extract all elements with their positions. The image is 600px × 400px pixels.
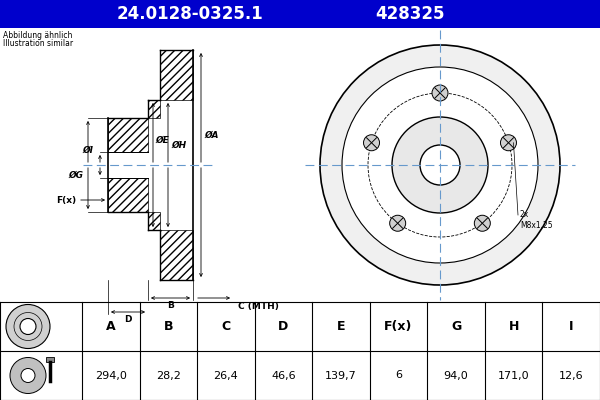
Text: ØA: ØA xyxy=(204,130,218,140)
FancyBboxPatch shape xyxy=(46,356,54,362)
Text: ØH: ØH xyxy=(171,140,186,150)
Circle shape xyxy=(21,368,35,382)
Text: 428325: 428325 xyxy=(375,5,445,23)
Text: G: G xyxy=(451,320,461,333)
Circle shape xyxy=(10,358,46,394)
Circle shape xyxy=(389,215,406,231)
Text: ØE: ØE xyxy=(155,136,169,144)
Text: ØI: ØI xyxy=(83,146,94,154)
Text: 12,6: 12,6 xyxy=(559,370,584,380)
Text: B: B xyxy=(164,320,173,333)
Text: C: C xyxy=(221,320,230,333)
Circle shape xyxy=(392,117,488,213)
Circle shape xyxy=(20,318,36,334)
Text: Abbildung ähnlich: Abbildung ähnlich xyxy=(3,31,73,40)
Text: 26,4: 26,4 xyxy=(214,370,238,380)
Text: 2x
M8x1,25: 2x M8x1,25 xyxy=(520,210,553,230)
Text: 28,2: 28,2 xyxy=(156,370,181,380)
Circle shape xyxy=(342,67,538,263)
Text: Illustration similar: Illustration similar xyxy=(3,39,73,48)
Circle shape xyxy=(364,135,380,151)
Text: B: B xyxy=(167,302,174,310)
Text: I: I xyxy=(569,320,574,333)
Circle shape xyxy=(500,135,517,151)
Text: 294,0: 294,0 xyxy=(95,370,127,380)
FancyBboxPatch shape xyxy=(0,0,600,28)
Circle shape xyxy=(6,304,50,348)
Circle shape xyxy=(432,85,448,101)
Text: F(x): F(x) xyxy=(385,320,413,333)
Text: A: A xyxy=(106,320,116,333)
Circle shape xyxy=(420,145,460,185)
Text: 24.0128-0325.1: 24.0128-0325.1 xyxy=(116,5,263,23)
Text: D: D xyxy=(124,316,132,324)
Text: C (MTH): C (MTH) xyxy=(238,302,279,310)
Circle shape xyxy=(475,215,490,231)
Text: E: E xyxy=(337,320,345,333)
Text: 171,0: 171,0 xyxy=(498,370,529,380)
Text: H: H xyxy=(508,320,519,333)
Circle shape xyxy=(320,45,560,285)
Text: 139,7: 139,7 xyxy=(325,370,357,380)
Text: 46,6: 46,6 xyxy=(271,370,296,380)
Text: D: D xyxy=(278,320,289,333)
Text: ØG: ØG xyxy=(68,170,83,180)
Text: 6: 6 xyxy=(395,370,402,380)
Text: 94,0: 94,0 xyxy=(444,370,469,380)
Text: F(x): F(x) xyxy=(56,196,76,204)
